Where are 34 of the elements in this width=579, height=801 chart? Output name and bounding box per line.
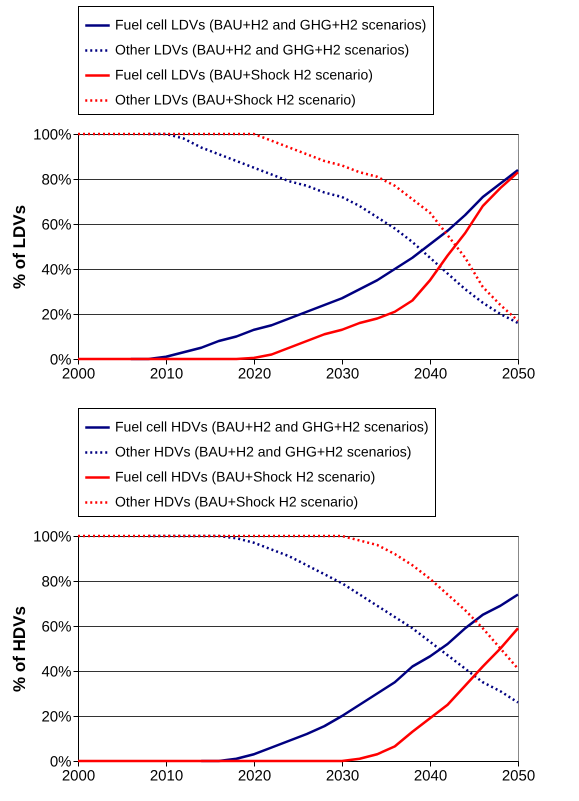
y-tick-label: 0% (50, 352, 72, 368)
legend-label: Other LDVs (BAU+Shock H2 scenario) (115, 92, 356, 108)
x-tick-label: 2010 (150, 366, 184, 382)
x-tick-label: 2040 (414, 768, 448, 784)
x-tick-label: 2000 (62, 768, 96, 784)
x-tick-label: 2030 (326, 366, 360, 382)
x-tick-label: 2020 (238, 768, 272, 784)
legend-label: Fuel cell HDVs (BAU+H2 and GHG+H2 scenarios) (115, 418, 429, 434)
x-tick-label: 2020 (238, 366, 272, 382)
y-tick-label: 80% (41, 574, 72, 590)
y-tick-label: 60% (41, 216, 72, 234)
y-axis-title: % of LDVs (10, 204, 30, 290)
legend-label: Fuel cell LDVs (BAU+Shock H2 scenario) (115, 66, 373, 82)
legend-label: Other HDVs (BAU+Shock H2 scenario) (115, 494, 358, 510)
y-axis-title: % of HDVs (10, 606, 30, 692)
legend-label: Fuel cell HDVs (BAU+Shock H2 scenario) (115, 468, 376, 484)
legend-label: Other HDVs (BAU+H2 and GHG+H2 scenarios) (115, 444, 412, 460)
y-tick-label: 0% (50, 754, 72, 770)
x-tick-label: 2040 (414, 366, 448, 382)
y-tick-label: 100% (33, 126, 72, 144)
y-tick-label: 40% (41, 262, 72, 278)
x-tick-label: 2050 (502, 768, 536, 784)
x-tick-label: 2000 (62, 366, 96, 382)
x-tick-label: 2010 (150, 768, 184, 784)
x-tick-label: 2030 (326, 768, 360, 784)
y-tick-label: 20% (41, 306, 72, 324)
legend-label: Fuel cell LDVs (BAU+H2 and GHG+H2 scenarios) (115, 16, 426, 32)
y-tick-label: 100% (33, 528, 72, 546)
y-tick-label: 40% (41, 664, 72, 680)
y-tick-label: 20% (41, 708, 72, 726)
legend-label: Other LDVs (BAU+H2 and GHG+H2 scenarios) (115, 42, 410, 58)
y-tick-label: 80% (41, 172, 72, 188)
x-tick-label: 2050 (502, 366, 536, 382)
y-tick-label: 60% (41, 618, 72, 636)
